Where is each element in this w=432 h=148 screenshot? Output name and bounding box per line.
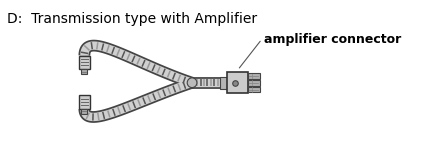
Bar [82,109,87,114]
Bar [248,87,260,92]
Text: amplifier connector: amplifier connector [264,33,401,46]
Bar [248,80,260,86]
Bar [79,95,90,109]
Bar [82,69,87,74]
Bar [220,77,228,89]
Bar [79,56,90,69]
Text: D:  Transmission type with Amplifier: D: Transmission type with Amplifier [7,12,257,26]
Circle shape [187,78,197,88]
Bar [227,72,248,93]
Bar [248,73,260,79]
